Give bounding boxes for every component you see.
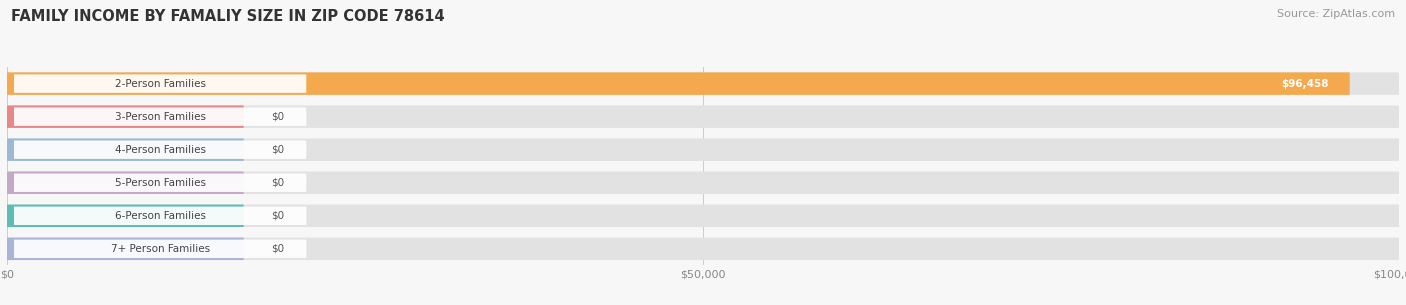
Text: $0: $0 [271, 244, 284, 254]
FancyBboxPatch shape [7, 106, 1399, 128]
FancyBboxPatch shape [14, 141, 307, 159]
FancyBboxPatch shape [14, 240, 307, 258]
FancyBboxPatch shape [14, 174, 307, 192]
FancyBboxPatch shape [7, 238, 1399, 260]
Text: 5-Person Families: 5-Person Families [115, 178, 205, 188]
FancyBboxPatch shape [14, 206, 307, 225]
FancyBboxPatch shape [7, 72, 1399, 95]
Text: 2-Person Families: 2-Person Families [115, 79, 205, 89]
FancyBboxPatch shape [14, 74, 307, 93]
FancyBboxPatch shape [7, 106, 243, 128]
FancyBboxPatch shape [7, 138, 243, 161]
Text: Source: ZipAtlas.com: Source: ZipAtlas.com [1277, 9, 1395, 19]
FancyBboxPatch shape [7, 138, 1399, 161]
Text: FAMILY INCOME BY FAMALIY SIZE IN ZIP CODE 78614: FAMILY INCOME BY FAMALIY SIZE IN ZIP COD… [11, 9, 444, 24]
Text: 6-Person Families: 6-Person Families [115, 211, 205, 221]
Text: $0: $0 [271, 112, 284, 122]
Text: $96,458: $96,458 [1281, 79, 1329, 89]
Text: $0: $0 [271, 178, 284, 188]
FancyBboxPatch shape [7, 205, 243, 227]
Text: $0: $0 [271, 211, 284, 221]
FancyBboxPatch shape [7, 171, 243, 194]
Text: $0: $0 [271, 145, 284, 155]
FancyBboxPatch shape [7, 238, 243, 260]
FancyBboxPatch shape [14, 107, 307, 126]
FancyBboxPatch shape [7, 72, 1350, 95]
Text: 7+ Person Families: 7+ Person Families [111, 244, 209, 254]
FancyBboxPatch shape [7, 205, 1399, 227]
Text: 4-Person Families: 4-Person Families [115, 145, 205, 155]
Text: 3-Person Families: 3-Person Families [115, 112, 205, 122]
FancyBboxPatch shape [7, 171, 1399, 194]
